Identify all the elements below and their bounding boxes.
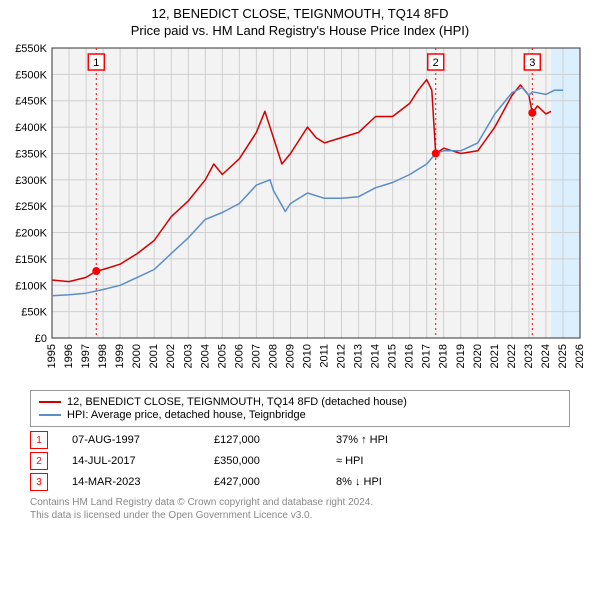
svg-text:2012: 2012 bbox=[336, 344, 348, 368]
svg-text:2003: 2003 bbox=[182, 344, 194, 368]
svg-text:£0: £0 bbox=[35, 333, 47, 345]
svg-text:2024: 2024 bbox=[540, 344, 552, 368]
svg-text:1995: 1995 bbox=[46, 344, 58, 368]
svg-text:2006: 2006 bbox=[233, 344, 245, 368]
svg-text:2018: 2018 bbox=[438, 344, 450, 368]
sale-marker-box: 3 bbox=[30, 473, 48, 491]
svg-text:2025: 2025 bbox=[557, 344, 569, 368]
sale-note: 8% ↓ HPI bbox=[336, 476, 496, 488]
sale-row: 2 14-JUL-2017 £350,000 ≈ HPI bbox=[30, 452, 570, 470]
svg-text:1998: 1998 bbox=[97, 344, 109, 368]
svg-text:2017: 2017 bbox=[421, 344, 433, 368]
chart-title: 12, BENEDICT CLOSE, TEIGNMOUTH, TQ14 8FD bbox=[0, 6, 600, 21]
svg-text:£200K: £200K bbox=[15, 228, 47, 240]
legend-label: 12, BENEDICT CLOSE, TEIGNMOUTH, TQ14 8FD… bbox=[67, 396, 407, 408]
svg-text:2000: 2000 bbox=[131, 344, 143, 368]
svg-text:£500K: £500K bbox=[15, 69, 47, 81]
svg-text:£50K: £50K bbox=[21, 307, 47, 319]
svg-text:2: 2 bbox=[433, 57, 439, 69]
svg-text:2007: 2007 bbox=[250, 344, 262, 368]
sale-date: 14-MAR-2023 bbox=[72, 476, 202, 488]
svg-text:1999: 1999 bbox=[114, 344, 126, 368]
svg-text:£550K: £550K bbox=[15, 44, 47, 55]
svg-text:£350K: £350K bbox=[15, 148, 47, 160]
svg-text:2002: 2002 bbox=[165, 344, 177, 368]
svg-text:£400K: £400K bbox=[15, 122, 47, 134]
sale-date: 07-AUG-1997 bbox=[72, 434, 202, 446]
sale-marker-box: 1 bbox=[30, 431, 48, 449]
svg-text:2016: 2016 bbox=[404, 344, 416, 368]
svg-text:1: 1 bbox=[93, 57, 99, 69]
svg-text:2008: 2008 bbox=[267, 344, 279, 368]
sale-row: 3 14-MAR-2023 £427,000 8% ↓ HPI bbox=[30, 473, 570, 491]
footer-attribution: Contains HM Land Registry data © Crown c… bbox=[30, 497, 570, 522]
svg-text:2015: 2015 bbox=[387, 344, 399, 368]
sale-price: £427,000 bbox=[214, 476, 324, 488]
svg-text:2026: 2026 bbox=[574, 344, 586, 368]
svg-text:2010: 2010 bbox=[301, 344, 313, 368]
svg-text:2022: 2022 bbox=[506, 344, 518, 368]
svg-text:2020: 2020 bbox=[472, 344, 484, 368]
chart-area: £0 £50K £100K £150K £200K £250K £300K £350K £400… bbox=[0, 44, 600, 384]
legend-swatch bbox=[39, 401, 61, 403]
svg-text:2019: 2019 bbox=[455, 344, 467, 368]
sale-marker-box: 2 bbox=[30, 452, 48, 470]
sale-row: 1 07-AUG-1997 £127,000 37% ↑ HPI bbox=[30, 431, 570, 449]
svg-text:£300K: £300K bbox=[15, 175, 47, 187]
sale-date: 14-JUL-2017 bbox=[72, 455, 202, 467]
legend: 12, BENEDICT CLOSE, TEIGNMOUTH, TQ14 8FD… bbox=[30, 390, 570, 427]
svg-text:2011: 2011 bbox=[319, 344, 331, 368]
legend-item: HPI: Average price, detached house, Teig… bbox=[39, 409, 561, 421]
sale-note: 37% ↑ HPI bbox=[336, 434, 496, 446]
sale-price: £350,000 bbox=[214, 455, 324, 467]
legend-label: HPI: Average price, detached house, Teig… bbox=[67, 409, 306, 421]
sale-note: ≈ HPI bbox=[336, 455, 496, 467]
chart-subtitle: Price paid vs. HM Land Registry's House … bbox=[0, 23, 600, 38]
svg-text:1997: 1997 bbox=[80, 344, 92, 368]
svg-text:£450K: £450K bbox=[15, 96, 47, 108]
svg-text:2021: 2021 bbox=[489, 344, 501, 368]
legend-swatch bbox=[39, 414, 61, 416]
svg-text:£150K: £150K bbox=[15, 254, 47, 266]
svg-text:1996: 1996 bbox=[63, 344, 75, 368]
svg-text:2014: 2014 bbox=[370, 344, 382, 368]
svg-text:2004: 2004 bbox=[199, 344, 211, 368]
footer-line-2: This data is licensed under the Open Gov… bbox=[30, 510, 570, 523]
sale-price: £127,000 bbox=[214, 434, 324, 446]
svg-text:£100K: £100K bbox=[15, 280, 47, 292]
svg-text:2005: 2005 bbox=[216, 344, 228, 368]
svg-text:2023: 2023 bbox=[523, 344, 535, 368]
svg-text:2001: 2001 bbox=[148, 344, 160, 368]
svg-text:3: 3 bbox=[529, 57, 535, 69]
svg-text:2013: 2013 bbox=[353, 344, 365, 368]
sales-table: 1 07-AUG-1997 £127,000 37% ↑ HPI 2 14-JUL-201… bbox=[30, 431, 570, 491]
legend-item: 12, BENEDICT CLOSE, TEIGNMOUTH, TQ14 8FD… bbox=[39, 396, 561, 408]
svg-text:£250K: £250K bbox=[15, 201, 47, 213]
svg-text:2009: 2009 bbox=[284, 344, 296, 368]
footer-line-1: Contains HM Land Registry data © Crown c… bbox=[30, 497, 570, 510]
line-chart-svg: £0 £50K £100K £150K £200K £250K £300K £350K £400… bbox=[0, 44, 600, 384]
